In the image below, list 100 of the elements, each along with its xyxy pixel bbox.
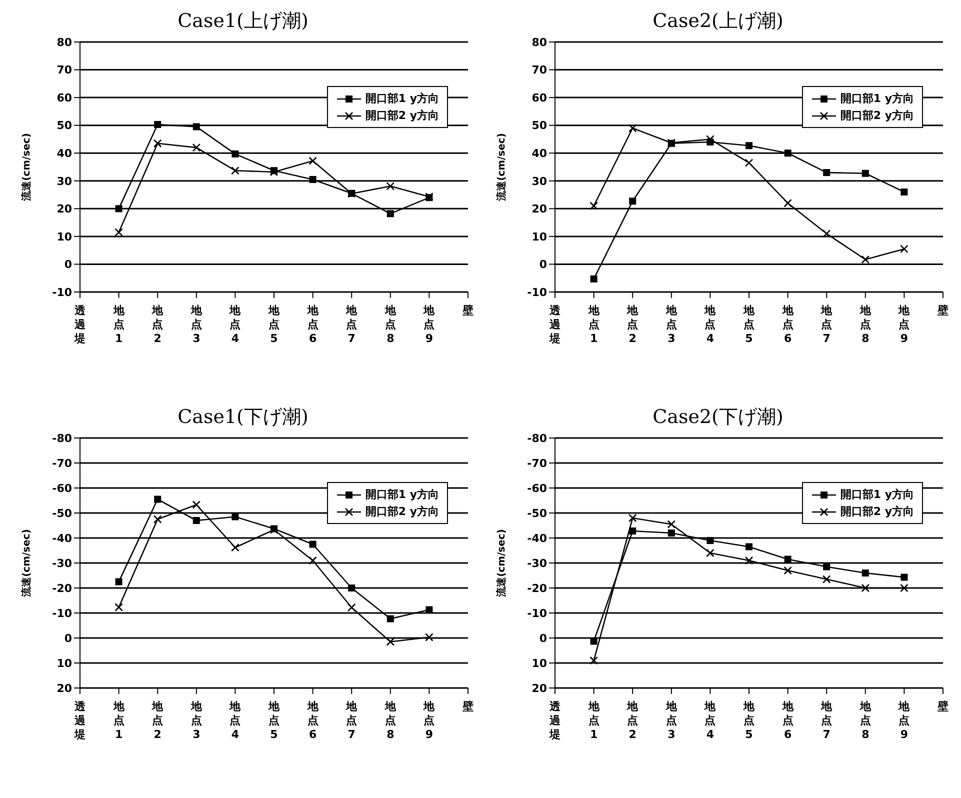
y-tick-label: -10	[527, 286, 548, 299]
x-tick-label: 地点5	[268, 700, 280, 741]
y-tick-label: -70	[52, 456, 72, 470]
x-tick-label: 壁	[936, 700, 948, 713]
y-tick-label: 80	[56, 36, 72, 49]
x-tick-label: 地点3	[190, 700, 203, 741]
x-tick-label: 地点8	[384, 700, 397, 741]
x-tick-label: 地点4	[704, 304, 717, 345]
y-axis-title: 流速(cm/sec)	[20, 529, 33, 598]
x-tick-label: 地点5	[742, 304, 756, 345]
y-tick-label: -60	[527, 482, 548, 495]
x-tick-label: 地点9	[898, 700, 911, 741]
x-tick-label: 地点9	[898, 304, 911, 345]
x-tick-label: 地点3	[664, 304, 678, 345]
x-tick-label: 地点5	[268, 304, 280, 345]
y-tick-label: 20	[532, 202, 548, 216]
y-tick-label: -50	[52, 506, 72, 520]
x-tick-label: 地点7	[820, 304, 834, 345]
x-tick-label: 地点4	[228, 304, 242, 345]
legend-label: 開口部1 y方向	[365, 91, 439, 106]
y-tick-label: -30	[527, 556, 548, 570]
legend-label: 開口部2 y方向	[365, 108, 439, 123]
y-tick-label: -30	[52, 556, 72, 570]
x-tick-label: 地点5	[742, 700, 756, 741]
x-tick-label: 透過堤	[74, 700, 86, 741]
chart-title: Case1(上げ潮)	[176, 9, 310, 34]
y-tick-label: 0	[539, 632, 548, 645]
x-tick-label: 地点6	[306, 304, 320, 345]
x-tick-label: 地点4	[228, 700, 242, 741]
x-tick-label: 地点2	[626, 700, 640, 741]
legend-label: 開口部2 y方向	[840, 504, 914, 519]
y-tick-label: -40	[527, 532, 548, 545]
y-tick-label: 70	[532, 64, 548, 77]
y-tick-label: 10	[532, 656, 548, 670]
y-tick-label: -10	[52, 286, 72, 299]
y-tick-label: -70	[527, 456, 548, 470]
x-tick-label: 壁	[462, 304, 474, 317]
y-tick-label: 50	[56, 119, 72, 132]
x-tick-label: 地点2	[626, 304, 640, 345]
legend-label: 開口部2 y方向	[840, 108, 914, 123]
y-tick-label: 60	[56, 91, 72, 104]
y-tick-label: -60	[52, 482, 72, 495]
y-tick-label: -50	[527, 506, 548, 520]
y-tick-label: 60	[532, 91, 548, 104]
y-tick-label: 0	[539, 258, 548, 272]
legend-label: 開口部2 y方向	[365, 504, 439, 519]
x-tick-label: 地点1	[587, 304, 600, 345]
y-tick-label: 10	[56, 230, 72, 244]
y-tick-label: 0	[64, 632, 72, 645]
legend-label: 開口部1 y方向	[365, 487, 439, 502]
y-tick-label: -80	[52, 432, 72, 445]
x-tick-label: 地点1	[112, 304, 126, 345]
y-tick-label: 40	[56, 147, 72, 160]
x-tick-label: 地点2	[151, 700, 164, 741]
y-tick-label: 10	[532, 230, 548, 244]
x-tick-label: 地点7	[345, 700, 358, 741]
x-tick-label: 地点8	[384, 304, 397, 345]
x-tick-label: 地点6	[306, 700, 320, 741]
legend-label: 開口部1 y方向	[840, 487, 914, 502]
x-tick-label: 地点7	[345, 304, 358, 345]
y-tick-label: 30	[532, 174, 548, 188]
y-tick-label: 70	[56, 64, 72, 77]
y-tick-label: -20	[52, 582, 72, 595]
chart-title: Case2(上げ潮)	[652, 9, 784, 34]
x-tick-label: 地点9	[422, 700, 436, 741]
y-tick-label: 20	[56, 202, 72, 216]
y-tick-label: -10	[52, 606, 72, 620]
x-tick-label: 地点6	[781, 700, 794, 741]
y-tick-label: 80	[532, 36, 548, 49]
x-tick-label: 透過堤	[74, 304, 86, 345]
y-tick-label: -40	[52, 532, 72, 545]
x-tick-label: 地点9	[422, 304, 436, 345]
x-tick-label: 地点4	[704, 700, 717, 741]
y-tick-label: -80	[527, 432, 548, 445]
x-tick-label: 透過堤	[548, 304, 562, 345]
y-tick-label: 20	[532, 682, 548, 695]
y-tick-label: 40	[532, 147, 548, 160]
x-tick-label: 透過堤	[548, 700, 562, 741]
x-tick-label: 地点8	[858, 304, 872, 345]
y-axis-title: 流速(cm/sec)	[496, 133, 508, 202]
y-tick-label: -10	[527, 606, 548, 620]
y-tick-label: 30	[56, 174, 72, 188]
x-tick-label: 地点8	[858, 700, 872, 741]
x-tick-label: 壁	[462, 700, 474, 713]
x-tick-label: 地点6	[781, 304, 794, 345]
x-tick-label: 地点2	[151, 304, 164, 345]
y-tick-label: -20	[527, 582, 548, 595]
legend-label: 開口部1 y方向	[840, 91, 914, 106]
x-tick-label: 地点1	[587, 700, 600, 741]
x-tick-label: 地点7	[820, 700, 834, 741]
chart-title: Case2(下げ潮)	[652, 405, 784, 430]
y-axis-title: 流速(cm/sec)	[496, 529, 508, 598]
x-tick-label: 地点3	[664, 700, 678, 741]
y-axis-title: 流速(cm/sec)	[20, 133, 33, 202]
y-tick-label: 50	[532, 119, 548, 132]
x-tick-label: 壁	[936, 304, 948, 317]
chart-title: Case1(下げ潮)	[176, 405, 310, 430]
y-tick-label: 0	[64, 258, 72, 272]
x-tick-label: 地点1	[112, 700, 126, 741]
y-tick-label: 10	[56, 656, 72, 670]
